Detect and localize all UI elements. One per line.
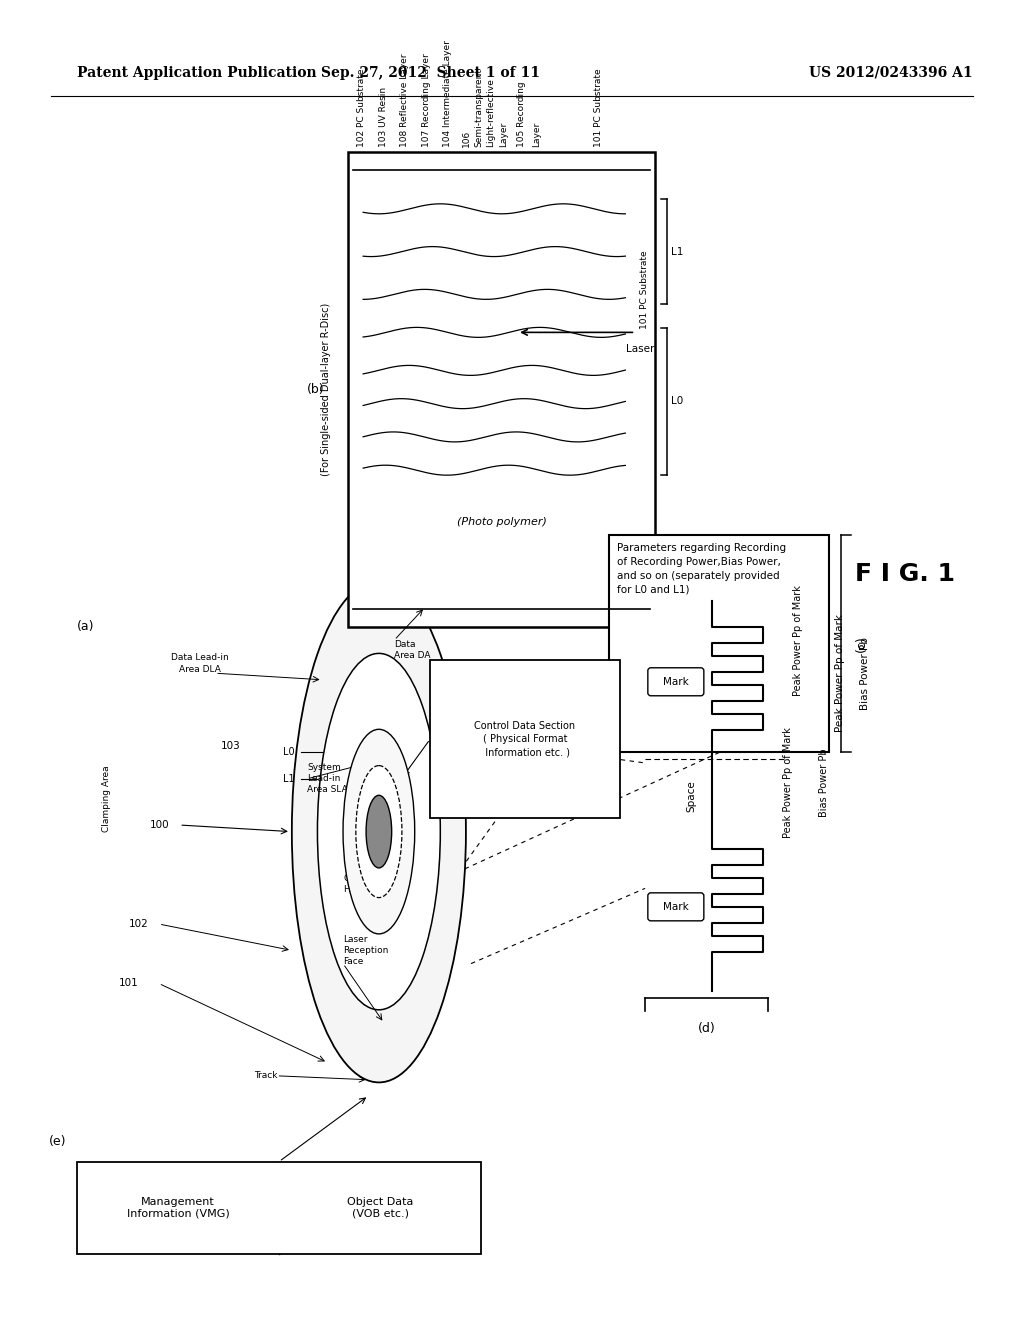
Text: L0: L0 (672, 396, 684, 407)
Text: 101: 101 (119, 978, 138, 989)
Text: Parameters regarding Recording
of Recording Power,Bias Power,
and so on (separat: Parameters regarding Recording of Record… (617, 543, 786, 594)
Text: Track: Track (255, 1072, 278, 1080)
Text: Layer: Layer (499, 121, 508, 147)
Text: 105 Recording: 105 Recording (517, 81, 526, 147)
Text: Object Data
(VOB etc.): Object Data (VOB etc.) (347, 1197, 414, 1218)
Text: Layer: Layer (532, 121, 542, 147)
Text: Bias Power Pb: Bias Power Pb (819, 748, 829, 817)
FancyBboxPatch shape (648, 668, 703, 696)
Ellipse shape (343, 729, 415, 935)
Text: Light-reflective: Light-reflective (486, 78, 496, 147)
Text: 104 Intermediate Layer: 104 Intermediate Layer (443, 40, 453, 147)
Text: Peak Power Pp of Mark: Peak Power Pp of Mark (783, 727, 794, 838)
Text: 108 Reflective Layer: 108 Reflective Layer (400, 53, 410, 147)
Text: L0: L0 (284, 747, 295, 758)
Ellipse shape (356, 766, 402, 898)
Text: (d): (d) (697, 1022, 716, 1035)
Text: Sep. 27, 2012  Sheet 1 of 11: Sep. 27, 2012 Sheet 1 of 11 (321, 66, 540, 79)
Text: 101 PC Substrate: 101 PC Substrate (594, 69, 603, 147)
FancyBboxPatch shape (648, 892, 703, 921)
Text: Control Data Section
( Physical Format
  Information etc. ): Control Data Section ( Physical Format I… (474, 721, 575, 758)
Text: Patent Application Publication: Patent Application Publication (77, 66, 316, 79)
Text: 100: 100 (150, 820, 169, 830)
Text: 107 Recording Layer: 107 Recording Layer (422, 53, 431, 147)
Text: US 2012/0243396 A1: US 2012/0243396 A1 (809, 66, 973, 79)
Ellipse shape (292, 581, 466, 1082)
Text: (c): (c) (854, 635, 867, 652)
Text: Data Lead-in
Area DLA: Data Lead-in Area DLA (171, 653, 228, 673)
Text: 102: 102 (129, 919, 148, 929)
Text: Laser: Laser (626, 345, 654, 354)
Ellipse shape (317, 653, 440, 1010)
Text: Clamping Area: Clamping Area (102, 766, 112, 832)
Text: Bias Power Pb: Bias Power Pb (860, 636, 870, 710)
Text: (b): (b) (307, 383, 325, 396)
Text: Space: Space (686, 780, 696, 812)
Text: L1: L1 (284, 774, 295, 784)
Text: L1: L1 (672, 247, 684, 256)
Text: F I G. 1: F I G. 1 (855, 562, 955, 586)
Text: Center
Hole: Center Hole (343, 874, 374, 895)
Text: 106: 106 (462, 129, 471, 147)
Bar (430, 660, 620, 818)
Text: (e): (e) (49, 1135, 67, 1148)
Text: Semi-transparent: Semi-transparent (474, 67, 483, 147)
Ellipse shape (367, 795, 391, 869)
Text: (For Single-sided Dual-layer R-Disc): (For Single-sided Dual-layer R-Disc) (321, 302, 331, 477)
Bar (348, 152, 655, 627)
Text: 103: 103 (221, 741, 241, 751)
Text: (a): (a) (77, 620, 94, 634)
Text: 103 UV Resin: 103 UV Resin (379, 87, 388, 147)
Text: 102 PC Substrate: 102 PC Substrate (357, 69, 367, 147)
Text: Mark: Mark (663, 677, 689, 686)
Text: Peak Power Pp of Mark: Peak Power Pp of Mark (794, 585, 804, 696)
Text: Mark: Mark (663, 902, 689, 912)
Text: Peak Power Pp of Mark: Peak Power Pp of Mark (835, 614, 845, 733)
Text: Laser
Reception
Face: Laser Reception Face (343, 935, 388, 966)
Text: Data
Area DA: Data Area DA (394, 640, 431, 660)
Bar (609, 535, 829, 752)
Bar (77, 1162, 481, 1254)
Text: Management
Information (VMG): Management Information (VMG) (127, 1197, 229, 1218)
Text: (Photo polymer): (Photo polymer) (457, 517, 547, 528)
Text: 101 PC Substrate: 101 PC Substrate (640, 251, 649, 330)
Text: System
Lead-in
Area SLA: System Lead-in Area SLA (307, 763, 348, 795)
